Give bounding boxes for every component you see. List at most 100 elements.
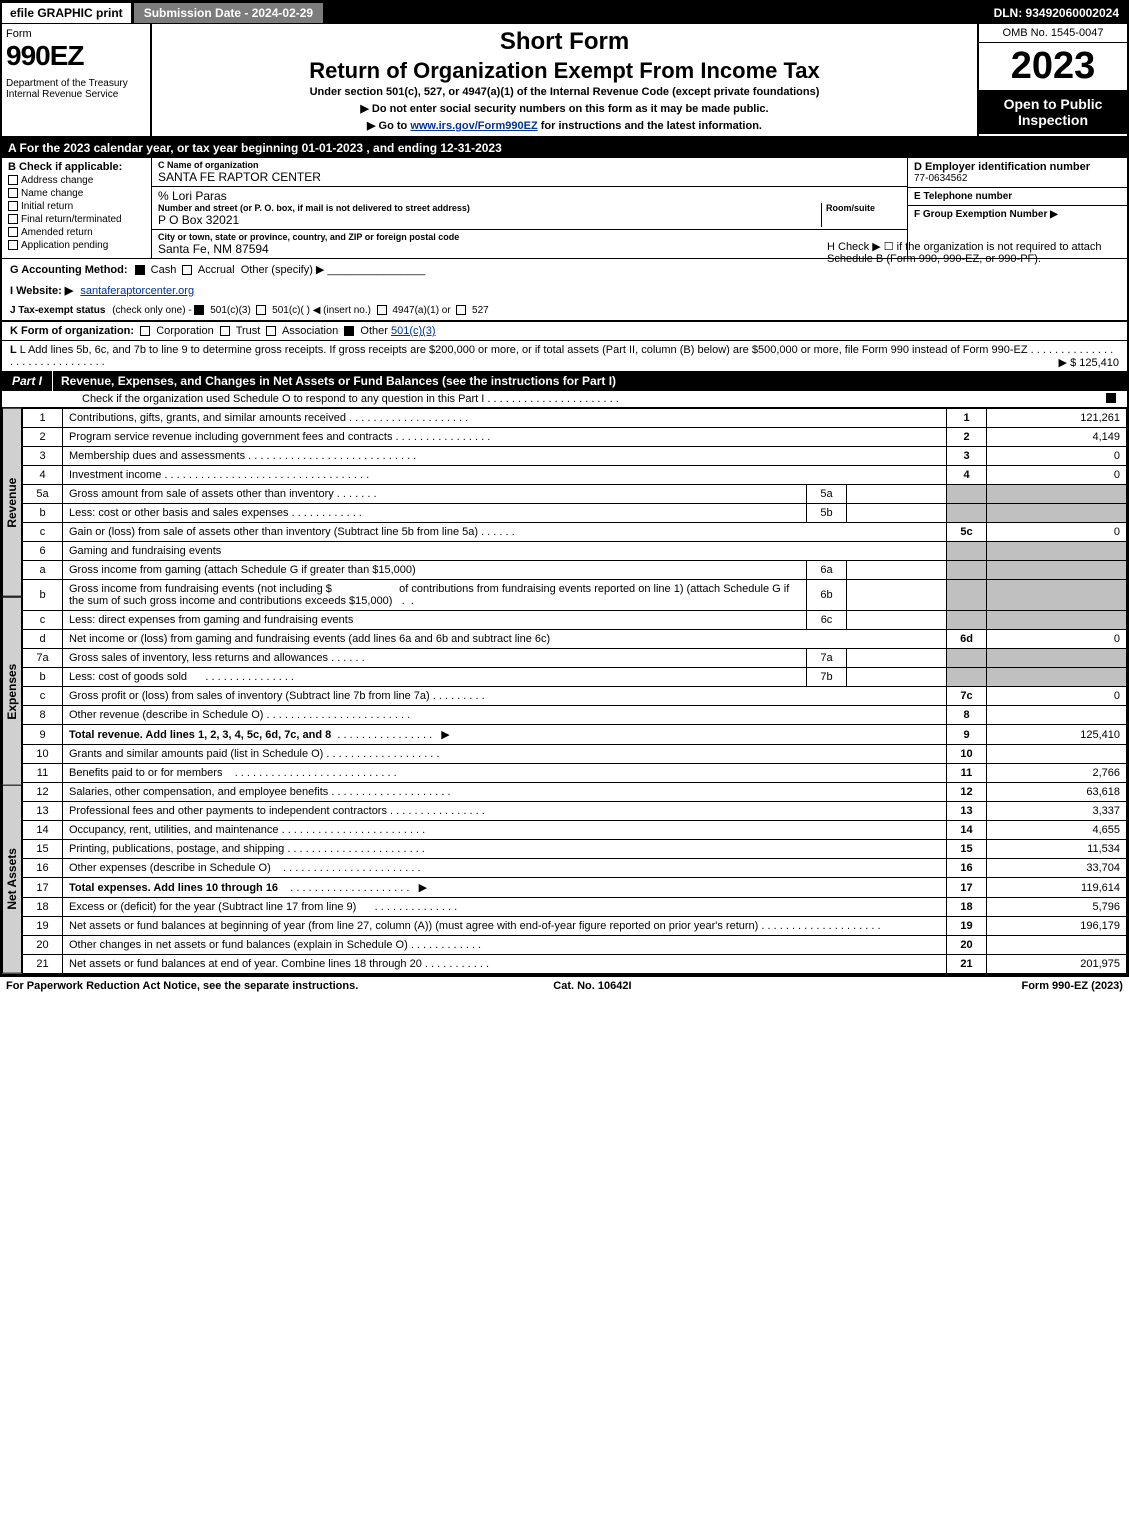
line-8: 8Other revenue (describe in Schedule O) …: [23, 706, 1127, 725]
checkbox-4947[interactable]: [377, 305, 387, 315]
checkbox-501c[interactable]: [256, 305, 266, 315]
footer-center: Cat. No. 10642I: [553, 980, 631, 992]
line-12: 12Salaries, other compensation, and empl…: [23, 783, 1127, 802]
section-b: B Check if applicable: Address change Na…: [2, 158, 152, 258]
line-3: 3Membership dues and assessments . . . .…: [23, 447, 1127, 466]
line-6a: aGross income from gaming (attach Schedu…: [23, 561, 1127, 580]
checkbox-schedule-o[interactable]: [1106, 393, 1116, 403]
line-6: 6Gaming and fundraising events: [23, 542, 1127, 561]
checkbox-other-org[interactable]: [344, 326, 354, 336]
part1-check-o: Check if the organization used Schedule …: [2, 391, 1127, 408]
website-link[interactable]: santaferaptorcenter.org: [80, 285, 194, 297]
checkbox-527[interactable]: [456, 305, 466, 315]
header-left: Form 990EZ Department of the Treasury In…: [2, 24, 152, 136]
line-5a: 5aGross amount from sale of assets other…: [23, 485, 1127, 504]
line-13: 13Professional fees and other payments t…: [23, 802, 1127, 821]
line-1: 1Contributions, gifts, grants, and simil…: [23, 409, 1127, 428]
tab-net-assets: Net Assets: [2, 785, 22, 974]
footer: For Paperwork Reduction Act Notice, see …: [0, 976, 1129, 995]
department-label: Department of the Treasury Internal Reve…: [6, 78, 146, 100]
label-phone: E Telephone number: [914, 191, 1121, 202]
topbar: efile GRAPHIC print Submission Date - 20…: [2, 2, 1127, 24]
row-l: L L Add lines 5b, 6c, and 7b to line 9 t…: [2, 340, 1127, 371]
dln: DLN: 93492060002024: [986, 3, 1127, 23]
form-990ez-container: efile GRAPHIC print Submission Date - 20…: [0, 0, 1129, 976]
checkbox-address-change[interactable]: Address change: [8, 175, 145, 186]
line-5b: bLess: cost or other basis and sales exp…: [23, 504, 1127, 523]
other-org-value[interactable]: 501(c)(3): [391, 325, 436, 337]
footer-left: For Paperwork Reduction Act Notice, see …: [6, 980, 358, 992]
label-address: Number and street (or P. O. box, if mail…: [158, 203, 821, 213]
line-17: 17Total expenses. Add lines 10 through 1…: [23, 878, 1127, 898]
instruction-2: ▶ Go to www.irs.gov/Form990EZ for instru…: [160, 119, 969, 132]
checkbox-final-return[interactable]: Final return/terminated: [8, 214, 145, 225]
checkbox-cash[interactable]: [135, 265, 145, 275]
line-7c: cGross profit or (loss) from sales of in…: [23, 687, 1127, 706]
care-of: % Lori Paras: [158, 189, 901, 203]
section-e: E Telephone number: [908, 188, 1127, 205]
line-11: 11Benefits paid to or for members . . . …: [23, 764, 1127, 783]
checkbox-accrual[interactable]: [182, 265, 192, 275]
line-18: 18Excess or (deficit) for the year (Subt…: [23, 898, 1127, 917]
ein: 77-0634562: [914, 173, 1121, 184]
checkbox-assoc[interactable]: [266, 326, 276, 336]
row-h: H Check ▶ ☐ if the organization is not r…: [827, 240, 1107, 265]
row-i: I Website: ▶ santaferaptorcenter.org: [2, 280, 1127, 301]
line-6c: cLess: direct expenses from gaming and f…: [23, 611, 1127, 630]
vertical-tabs: Revenue Expenses Net Assets: [2, 408, 22, 974]
checkbox-501c3[interactable]: [194, 305, 204, 315]
part1-table: Revenue Expenses Net Assets 1Contributio…: [2, 408, 1127, 974]
tab-revenue: Revenue: [2, 408, 22, 597]
line-9: 9Total revenue. Add lines 1, 2, 3, 4, 5c…: [23, 725, 1127, 745]
header-center: Short Form Return of Organization Exempt…: [152, 24, 977, 136]
checkbox-name-change[interactable]: Name change: [8, 188, 145, 199]
part1-data-table: 1Contributions, gifts, grants, and simil…: [22, 408, 1127, 974]
line-16: 16Other expenses (describe in Schedule O…: [23, 859, 1127, 878]
checkbox-amended-return[interactable]: Amended return: [8, 227, 145, 238]
line-5c: cGain or (loss) from sale of assets othe…: [23, 523, 1127, 542]
label-group-exemption: F Group Exemption Number ▶: [914, 209, 1058, 220]
instr2-pre: ▶ Go to: [367, 120, 410, 132]
efile-label: efile GRAPHIC print: [2, 3, 133, 23]
header-right: OMB No. 1545-0047 2023 Open to Public In…: [977, 24, 1127, 136]
checkbox-corp[interactable]: [140, 326, 150, 336]
rows-ghij: G Accounting Method: Cash Accrual Other …: [2, 259, 1127, 321]
row-k: K Form of organization: Corporation Trus…: [2, 321, 1127, 340]
form-number: 990EZ: [6, 40, 146, 72]
submission-date: Submission Date - 2024-02-29: [133, 2, 324, 24]
omb-number: OMB No. 1545-0047: [979, 24, 1127, 43]
line-19: 19Net assets or fund balances at beginni…: [23, 917, 1127, 936]
checkbox-initial-return[interactable]: Initial return: [8, 201, 145, 212]
line-6d: dNet income or (loss) from gaming and fu…: [23, 630, 1127, 649]
checkbox-application-pending[interactable]: Application pending: [8, 240, 145, 251]
section-f: F Group Exemption Number ▶: [908, 205, 1127, 223]
label-org-name: C Name of organization: [158, 160, 901, 170]
label-ein: D Employer identification number: [914, 161, 1121, 173]
instr2-post: for instructions and the latest informat…: [538, 120, 762, 132]
section-d: D Employer identification number 77-0634…: [908, 158, 1127, 188]
part1-num: Part I: [2, 371, 53, 391]
label-room: Room/suite: [826, 203, 901, 213]
org-name: SANTA FE RAPTOR CENTER: [158, 170, 901, 184]
line-14: 14Occupancy, rent, utilities, and mainte…: [23, 821, 1127, 840]
part1-header: Part I Revenue, Expenses, and Changes in…: [2, 371, 1127, 391]
row-j: J Tax-exempt status (check only one) - 5…: [2, 301, 1127, 320]
return-title: Return of Organization Exempt From Incom…: [160, 58, 969, 84]
line-7a: 7aGross sales of inventory, less returns…: [23, 649, 1127, 668]
gross-receipts-amount: ▶ $ 125,410: [1059, 356, 1119, 369]
footer-right: Form 990-EZ (2023): [1021, 980, 1123, 992]
line-2: 2Program service revenue including gover…: [23, 428, 1127, 447]
line-4: 4Investment income . . . . . . . . . . .…: [23, 466, 1127, 485]
line-21: 21Net assets or fund balances at end of …: [23, 955, 1127, 974]
address: P O Box 32021: [158, 213, 821, 227]
line-15: 15Printing, publications, postage, and s…: [23, 840, 1127, 859]
part1-title: Revenue, Expenses, and Changes in Net As…: [53, 371, 1127, 391]
short-form-title: Short Form: [160, 28, 969, 56]
inspection-label: Open to Public Inspection: [979, 90, 1127, 134]
section-b-header: B Check if applicable:: [8, 161, 145, 173]
irs-link[interactable]: www.irs.gov/Form990EZ: [410, 120, 537, 132]
form-header: Form 990EZ Department of the Treasury In…: [2, 24, 1127, 138]
line-10: 10Grants and similar amounts paid (list …: [23, 745, 1127, 764]
checkbox-trust[interactable]: [220, 326, 230, 336]
tab-expenses: Expenses: [2, 597, 22, 786]
